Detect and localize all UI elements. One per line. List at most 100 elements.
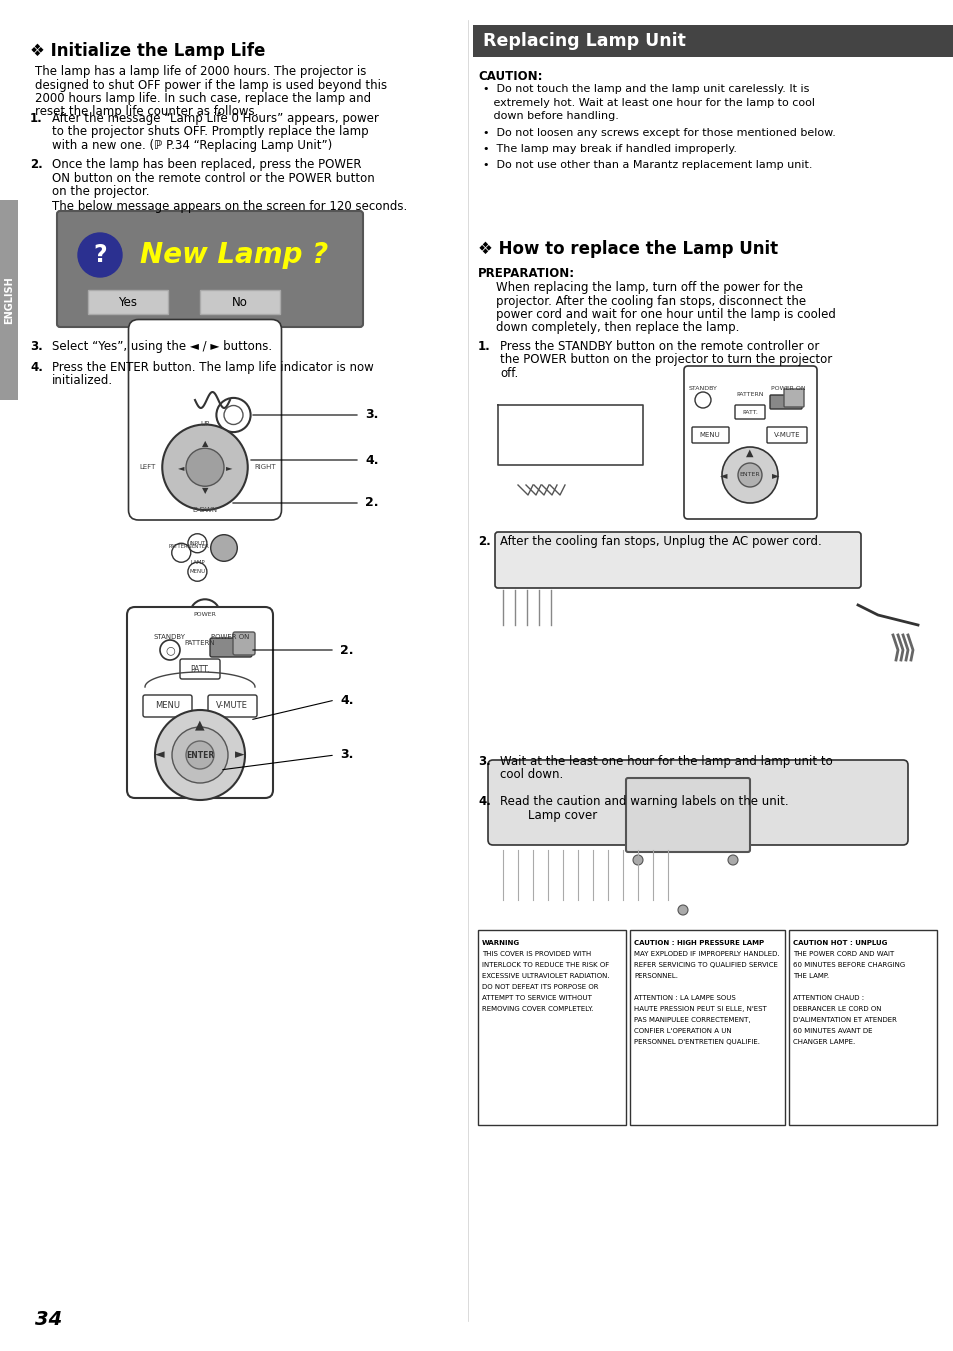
Text: ENTER: ENTER <box>739 473 760 477</box>
Text: off.: off. <box>499 367 517 380</box>
Text: ENTER: ENTER <box>192 543 210 549</box>
Text: MENU: MENU <box>699 432 720 438</box>
Text: No: No <box>232 296 248 308</box>
Text: PREPARATION:: PREPARATION: <box>477 267 575 280</box>
Text: REMOVING COVER COMPLETELY.: REMOVING COVER COMPLETELY. <box>481 1006 593 1012</box>
FancyBboxPatch shape <box>495 532 861 588</box>
Text: ENGLISH: ENGLISH <box>4 276 14 324</box>
Text: PATT.: PATT. <box>741 409 757 415</box>
FancyBboxPatch shape <box>691 427 728 443</box>
Circle shape <box>186 740 213 769</box>
Circle shape <box>211 535 237 561</box>
Circle shape <box>78 232 122 277</box>
Text: THE POWER CORD AND WAIT: THE POWER CORD AND WAIT <box>792 951 893 957</box>
FancyBboxPatch shape <box>208 694 256 717</box>
Text: ◄: ◄ <box>720 470 727 480</box>
Text: to the projector shuts OFF. Promptly replace the lamp: to the projector shuts OFF. Promptly rep… <box>52 126 368 139</box>
FancyBboxPatch shape <box>473 26 953 57</box>
Text: down completely, then replace the lamp.: down completely, then replace the lamp. <box>496 322 739 335</box>
Circle shape <box>186 449 224 486</box>
FancyBboxPatch shape <box>477 376 662 505</box>
Text: INPUT: INPUT <box>189 540 205 546</box>
Text: down before handling.: down before handling. <box>482 111 618 122</box>
Text: PATTERN: PATTERN <box>169 543 193 549</box>
Circle shape <box>172 727 228 784</box>
Text: Read the caution and warning labels on the unit.: Read the caution and warning labels on t… <box>499 794 788 808</box>
Text: Press the STANDBY button on the remote controller or: Press the STANDBY button on the remote c… <box>499 340 819 353</box>
Text: EXCESSIVE ULTRAVIOLET RADIATION.: EXCESSIVE ULTRAVIOLET RADIATION. <box>481 973 609 979</box>
Text: PERSONNEL D'ENTRETIEN QUALIFIE.: PERSONNEL D'ENTRETIEN QUALIFIE. <box>634 1039 760 1046</box>
Text: with a new one. (ℙ P.34 “Replacing Lamp Unit”): with a new one. (ℙ P.34 “Replacing Lamp … <box>52 139 332 153</box>
FancyBboxPatch shape <box>629 929 784 1125</box>
Text: 2.: 2. <box>365 497 378 509</box>
Text: ❖ Initialize the Lamp Life: ❖ Initialize the Lamp Life <box>30 42 265 59</box>
Text: ATTENTION CHAUD :: ATTENTION CHAUD : <box>792 994 863 1001</box>
Text: ❖ How to replace the Lamp Unit: ❖ How to replace the Lamp Unit <box>477 240 778 258</box>
Text: D'ALIMENTATION ET ATENDER: D'ALIMENTATION ET ATENDER <box>792 1017 896 1023</box>
Text: UP: UP <box>200 422 210 427</box>
Text: •  Do not loosen any screws except for those mentioned below.: • Do not loosen any screws except for th… <box>482 127 835 138</box>
Text: ▲: ▲ <box>201 439 208 449</box>
Text: •  Do not touch the lamp and the lamp unit carelessly. It is: • Do not touch the lamp and the lamp uni… <box>482 84 808 95</box>
Circle shape <box>162 424 248 509</box>
Text: ON button on the remote control or the POWER button: ON button on the remote control or the P… <box>52 172 375 185</box>
Text: POWER ON: POWER ON <box>770 385 804 390</box>
Circle shape <box>633 855 642 865</box>
Text: on the projector.: on the projector. <box>52 185 150 199</box>
Text: ▲: ▲ <box>195 719 205 731</box>
Text: ►: ► <box>235 748 245 762</box>
FancyBboxPatch shape <box>783 389 803 407</box>
Text: New Lamp ?: New Lamp ? <box>140 240 328 269</box>
Text: PATTERN: PATTERN <box>736 393 763 397</box>
FancyBboxPatch shape <box>766 427 806 443</box>
Text: REFER SERVICING TO QUALIFIED SERVICE: REFER SERVICING TO QUALIFIED SERVICE <box>634 962 777 969</box>
Text: projector. After the cooling fan stops, disconnect the: projector. After the cooling fan stops, … <box>496 295 805 308</box>
Text: V-MUTE: V-MUTE <box>215 701 248 711</box>
Text: CAUTION HOT : UNPLUG: CAUTION HOT : UNPLUG <box>792 940 886 946</box>
Text: DEBRANCER LE CORD ON: DEBRANCER LE CORD ON <box>792 1006 881 1012</box>
Circle shape <box>738 463 761 486</box>
Text: 3.: 3. <box>365 408 378 422</box>
Text: 2.: 2. <box>339 643 354 657</box>
Text: Wait at the least one hour for the lamp and lamp unit to: Wait at the least one hour for the lamp … <box>499 755 832 767</box>
Text: PATT.: PATT. <box>190 665 210 674</box>
Text: LEFT: LEFT <box>139 465 155 470</box>
FancyBboxPatch shape <box>57 211 363 327</box>
Text: initialized.: initialized. <box>52 374 113 388</box>
Text: The below message appears on the screen for 120 seconds.: The below message appears on the screen … <box>52 200 407 213</box>
Text: the POWER button on the projector to turn the projector: the POWER button on the projector to tur… <box>499 354 831 366</box>
Text: DO NOT DEFEAT ITS PORPOSE OR: DO NOT DEFEAT ITS PORPOSE OR <box>481 984 598 990</box>
Text: 3.: 3. <box>30 340 43 353</box>
Text: ATTENTION : LA LAMPE SOUS: ATTENTION : LA LAMPE SOUS <box>634 994 735 1001</box>
Text: ►: ► <box>225 463 232 471</box>
Text: cool down.: cool down. <box>499 769 562 781</box>
Text: 3.: 3. <box>339 748 353 762</box>
Text: CHANGER LAMPE.: CHANGER LAMPE. <box>792 1039 854 1046</box>
Text: ►: ► <box>771 470 779 480</box>
Text: Select “Yes”, using the ◄ / ► buttons.: Select “Yes”, using the ◄ / ► buttons. <box>52 340 272 353</box>
Text: 4.: 4. <box>477 794 491 808</box>
Text: designed to shut OFF power if the lamp is used beyond this: designed to shut OFF power if the lamp i… <box>35 78 387 92</box>
Text: Lamp cover: Lamp cover <box>527 808 597 821</box>
Text: After the cooling fan stops, Unplug the AC power cord.: After the cooling fan stops, Unplug the … <box>499 535 821 549</box>
Circle shape <box>678 905 687 915</box>
FancyBboxPatch shape <box>769 394 801 409</box>
Text: power cord and wait for one hour until the lamp is cooled: power cord and wait for one hour until t… <box>496 308 835 322</box>
Text: 2000 hours lamp life. In such case, replace the lamp and: 2000 hours lamp life. In such case, repl… <box>35 92 371 105</box>
Text: Yes: Yes <box>118 296 137 308</box>
Text: 60 MINUTES AVANT DE: 60 MINUTES AVANT DE <box>792 1028 872 1034</box>
Text: POWER: POWER <box>193 612 216 617</box>
Circle shape <box>154 711 245 800</box>
Text: STANDBY: STANDBY <box>153 634 186 640</box>
Text: V-MUTE: V-MUTE <box>773 432 800 438</box>
FancyBboxPatch shape <box>625 778 749 852</box>
FancyBboxPatch shape <box>683 366 816 519</box>
Text: HAUTE PRESSION PEUT SI ELLE, N'EST: HAUTE PRESSION PEUT SI ELLE, N'EST <box>634 1006 766 1012</box>
Text: PATTERN: PATTERN <box>185 640 215 646</box>
FancyBboxPatch shape <box>143 694 192 717</box>
FancyBboxPatch shape <box>488 761 907 844</box>
Text: extremely hot. Wait at least one hour for the lamp to cool: extremely hot. Wait at least one hour fo… <box>482 97 814 108</box>
Text: 4.: 4. <box>365 454 378 466</box>
FancyBboxPatch shape <box>477 820 917 925</box>
Text: CONFIER L'OPERATION A UN: CONFIER L'OPERATION A UN <box>634 1028 731 1034</box>
